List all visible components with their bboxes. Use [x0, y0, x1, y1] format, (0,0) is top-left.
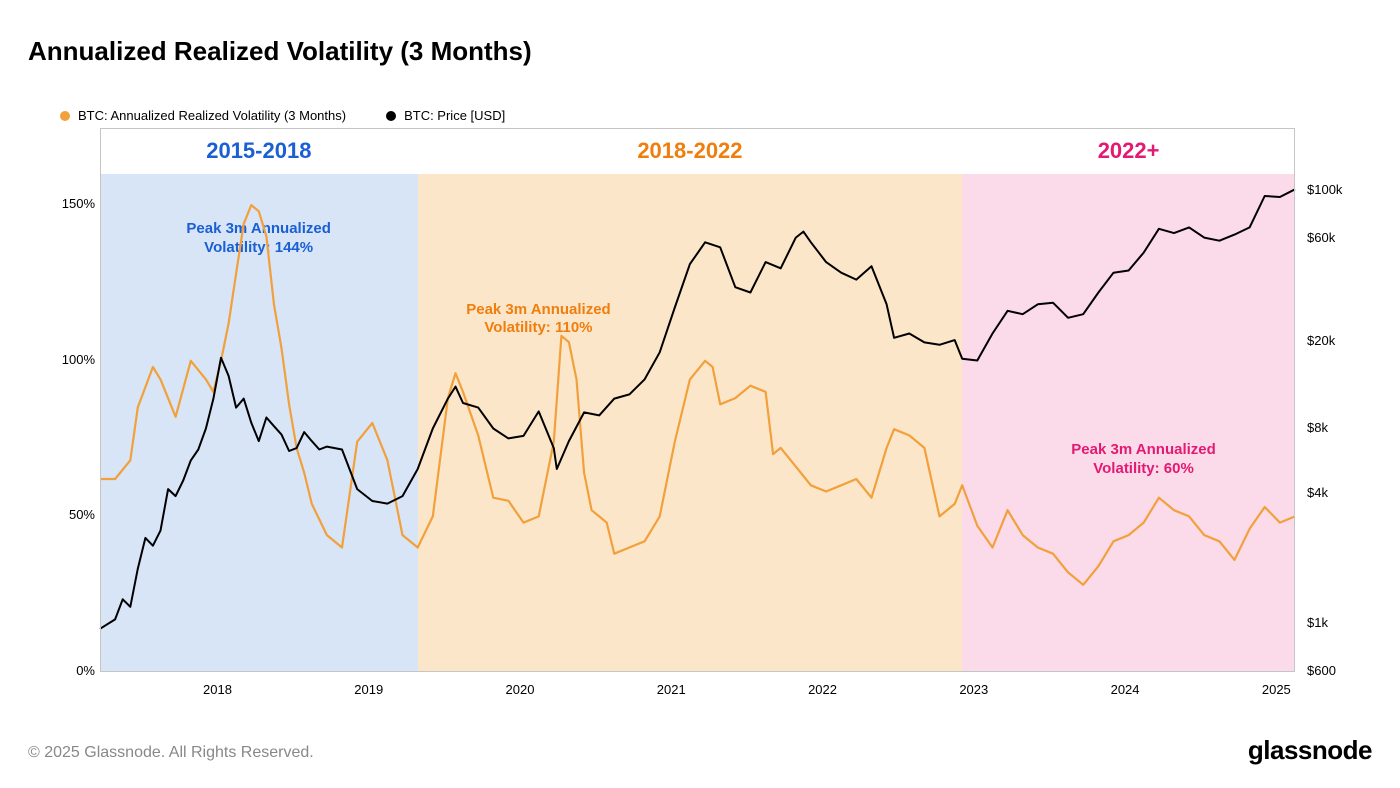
y-right-tick: $8k	[1307, 420, 1328, 435]
x-tick: 2024	[1111, 682, 1140, 697]
y-left-tick: 150%	[45, 196, 95, 211]
legend-label-price: BTC: Price [USD]	[404, 108, 505, 123]
y-left-tick: 0%	[45, 663, 95, 678]
y-right-tick: $100k	[1307, 182, 1342, 197]
brand-logo: glassnode	[1248, 735, 1372, 766]
y-left-tick: 50%	[45, 507, 95, 522]
legend-item-volatility: BTC: Annualized Realized Volatility (3 M…	[60, 108, 346, 123]
legend-item-price: BTC: Price [USD]	[386, 108, 505, 123]
legend: BTC: Annualized Realized Volatility (3 M…	[60, 108, 505, 123]
line-layer	[100, 128, 1295, 672]
x-tick: 2022	[808, 682, 837, 697]
series-price	[100, 189, 1295, 629]
x-tick: 2019	[354, 682, 383, 697]
legend-label-volatility: BTC: Annualized Realized Volatility (3 M…	[78, 108, 346, 123]
footer-copyright: © 2025 Glassnode. All Rights Reserved.	[28, 744, 314, 762]
y-right-tick: $60k	[1307, 230, 1335, 245]
legend-dot-volatility	[60, 111, 70, 121]
y-right-tick: $600	[1307, 663, 1336, 678]
chart-title: Annualized Realized Volatility (3 Months…	[28, 36, 532, 67]
x-tick: 2025	[1262, 682, 1291, 697]
x-tick: 2018	[203, 682, 232, 697]
legend-dot-price	[386, 111, 396, 121]
chart-plot-area: 2015-2018Peak 3m AnnualizedVolatility: 1…	[100, 128, 1295, 672]
series-volatility	[100, 205, 1295, 585]
y-right-tick: $1k	[1307, 615, 1328, 630]
x-tick: 2021	[657, 682, 686, 697]
x-tick: 2023	[959, 682, 988, 697]
y-right-tick: $4k	[1307, 485, 1328, 500]
x-tick: 2020	[506, 682, 535, 697]
y-left-tick: 100%	[45, 352, 95, 367]
y-right-tick: $20k	[1307, 333, 1335, 348]
